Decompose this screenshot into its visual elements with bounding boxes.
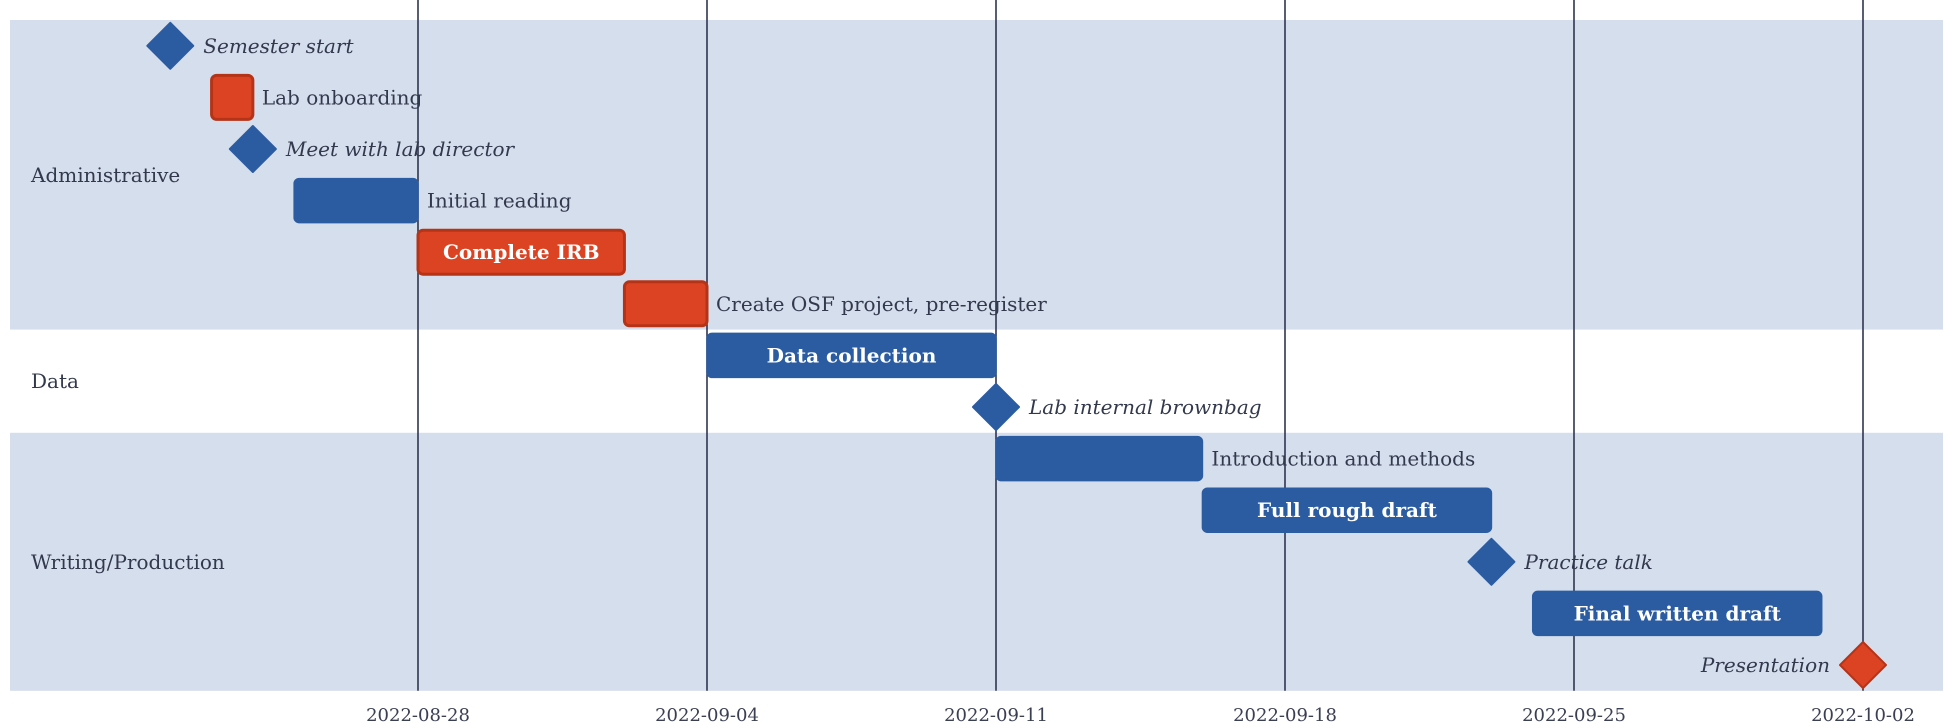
bar-create-osf-project-pre-register [622,280,709,328]
milestone-practice-talk [1467,537,1516,586]
task-label-create-osf-project-pre-register: Create OSF project, pre-register [716,292,1047,316]
task-label-practice-talk: Practice talk [1523,550,1652,574]
task-marks: Semester start Lab onboarding Meet with la… [146,21,1887,689]
bar-initial-reading [293,177,419,224]
tick-label-2022-09-04: 2022-09-04 [655,705,759,726]
task-label-data-collection: Data collection [767,343,937,367]
tick-label-2022-08-28: 2022-08-28 [366,705,470,726]
bar-full-rough-draft [1201,487,1493,533]
bar-introduction-and-methods [995,435,1204,482]
bar-lab-onboarding [210,73,255,121]
milestone-presentation [1839,641,1887,689]
tick-label-2022-09-25: 2022-09-25 [1522,705,1626,726]
group-labels: Administrative Data Writing/Production [30,163,225,574]
band-writing-production [10,432,1943,691]
task-label-full-rough-draft: Full rough draft [1257,498,1438,522]
milestone-semester-start [146,21,195,70]
group-label-writing-production: Writing/Production [31,550,225,574]
tick-label-2022-09-18: 2022-09-18 [1233,705,1337,726]
group-label-administrative: Administrative [30,163,180,187]
milestone-lab-internal-brownbag [972,383,1020,431]
task-label-semester-start: Semester start [203,34,354,58]
task-label-initial-reading: Initial reading [427,189,572,213]
task-label-final-written-draft: Final written draft [1574,601,1782,625]
group-label-data: Data [31,369,79,393]
tick-label-2022-09-11: 2022-09-11 [944,705,1048,726]
milestone-meet-with-lab-director [228,125,277,173]
bar-data-collection [706,332,997,379]
bar-complete-irb [416,228,626,276]
task-label-introduction-and-methods: Introduction and methods [1211,447,1475,471]
task-label-lab-internal-brownbag: Lab internal brownbag [1028,395,1262,419]
x-axis-ticks: 2022-08-28 2022-09-04 2022-09-11 2022-09-18… [366,705,1915,726]
band-administrative [10,20,1943,330]
task-label-complete-irb: Complete IRB [443,240,600,264]
tick-label-2022-10-02: 2022-10-02 [1811,705,1915,726]
group-bands [10,20,1943,691]
bar-final-written-draft [1531,590,1823,637]
task-label-meet-with-lab-director: Meet with lab director [285,137,516,161]
task-label-lab-onboarding: Lab onboarding [262,85,423,109]
task-label-presentation: Presentation [1700,653,1830,677]
